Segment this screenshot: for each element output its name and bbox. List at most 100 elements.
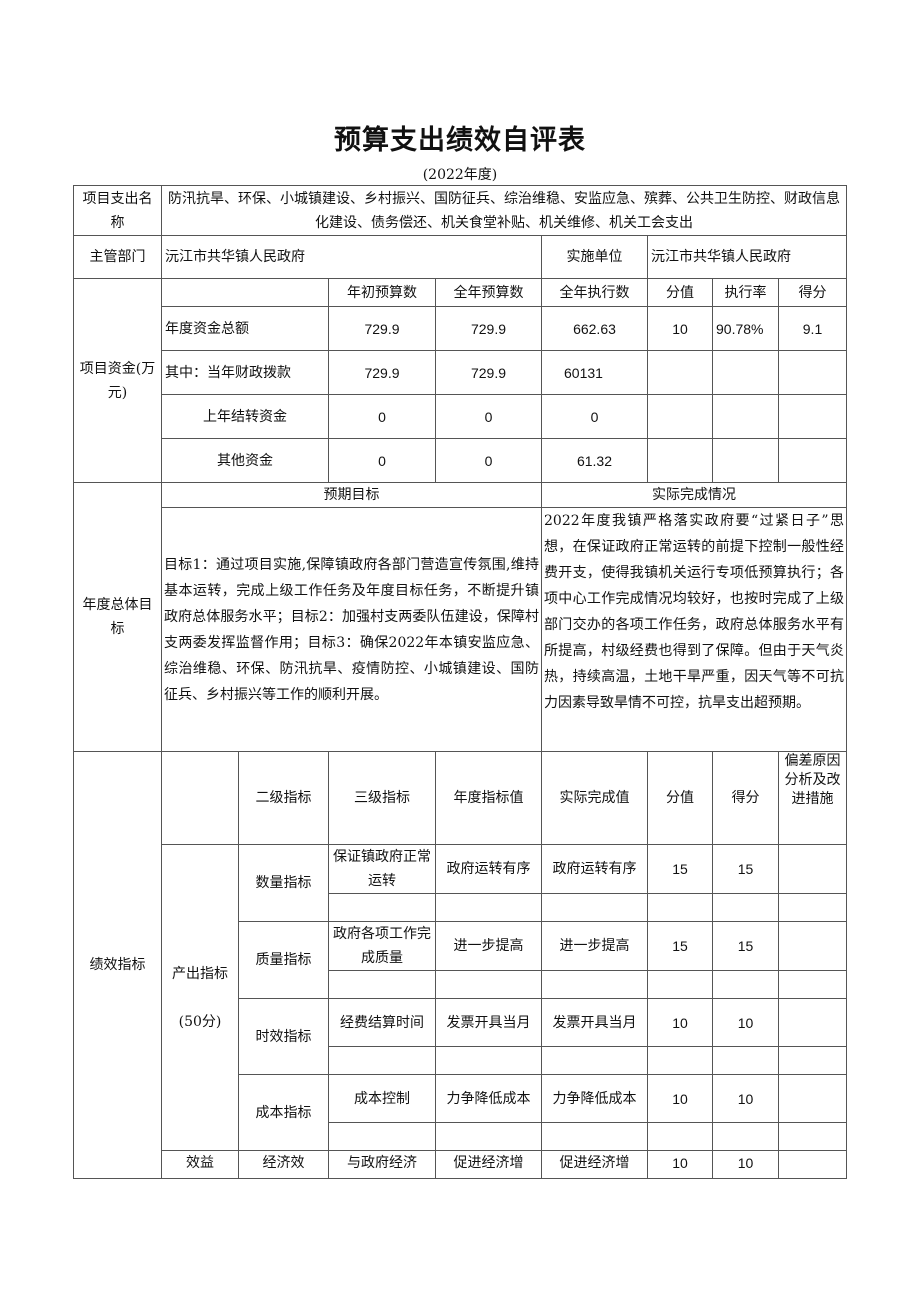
actual-cell: 力争降低成本 [541, 1074, 648, 1123]
empty-cell [328, 1046, 436, 1075]
funds-row-name: 其他资金 [161, 438, 329, 483]
expected-goal-header: 预期目标 [161, 482, 542, 508]
project-name-label: 项目支出名称 [73, 185, 162, 236]
funds-cell [712, 394, 779, 439]
funds-cell: 729.9 [328, 350, 436, 395]
empty-cell [435, 1046, 542, 1075]
deviation-cell [778, 1074, 847, 1123]
target-cell: 发票开具当月 [435, 998, 542, 1047]
level2-cell: 经济效 [238, 1150, 329, 1179]
deviation-cell [778, 921, 847, 971]
funds-cell [647, 394, 713, 439]
actual-cell: 进一步提高 [541, 921, 648, 971]
impl-value: 沅江市共华镇人民政府 [647, 235, 847, 279]
level2-cell: 成本指标 [238, 1074, 329, 1151]
funds-cell: 0 [328, 438, 436, 483]
evaluation-table: 项目支出名称 防汛抗旱、环保、小城镇建设、乡村振兴、国防征兵、综治维稳、安监应急… [73, 185, 847, 1179]
deviation-cell [778, 1150, 847, 1179]
perf-header: 得分 [712, 751, 779, 845]
funds-cell: 729.9 [435, 306, 542, 351]
project-name-value: 防汛抗旱、环保、小城镇建设、乡村振兴、国防征兵、综治维稳、安监应急、殡葬、公共卫… [161, 185, 847, 236]
goals-label: 年度总体目标 [73, 482, 162, 752]
dept-value: 沅江市共华镇人民政府 [161, 235, 542, 279]
empty-cell [712, 893, 779, 922]
funds-label: 项目资金(万元) [73, 278, 162, 483]
funds-row: 上年结转资金 0 0 0 [74, 394, 847, 439]
empty-cell [647, 893, 713, 922]
empty-cell [328, 970, 436, 999]
empty-cell [328, 893, 436, 922]
funds-cell: 0 [541, 394, 648, 439]
actual-cell: 促进经济增 [541, 1150, 648, 1179]
empty-cell [778, 1046, 847, 1075]
target-cell: 力争降低成本 [435, 1074, 542, 1123]
actual-cell: 发票开具当月 [541, 998, 648, 1047]
funds-cell: 0 [435, 438, 542, 483]
level3-cell: 与政府经济 [328, 1150, 436, 1179]
got-cell: 10 [712, 998, 779, 1047]
deviation-cell [778, 844, 847, 894]
empty-cell [647, 970, 713, 999]
funds-header: 全年预算数 [435, 278, 542, 307]
perf-header: 年度指标值 [435, 751, 542, 845]
funds-cell [778, 394, 847, 439]
funds-cell [778, 350, 847, 395]
actual-cell: 政府运转有序 [541, 844, 648, 894]
funds-cell: 0 [328, 394, 436, 439]
score-cell: 15 [647, 844, 713, 894]
score-cell: 10 [647, 1074, 713, 1123]
level2-cell: 数量指标 [238, 844, 329, 922]
funds-cell: 90.78% [712, 306, 779, 351]
empty-cell [778, 970, 847, 999]
funds-header: 执行率 [712, 278, 779, 307]
page-subtitle: (2022年度) [422, 167, 498, 183]
empty-cell [328, 1122, 436, 1151]
deviation-cell [778, 998, 847, 1047]
score-cell: 10 [647, 1150, 713, 1179]
perf-label: 绩效指标 [73, 751, 162, 1179]
funds-cell: 729.9 [435, 350, 542, 395]
funds-cell [712, 350, 779, 395]
funds-cell [647, 438, 713, 483]
actual-result-header: 实际完成情况 [541, 482, 847, 508]
page-title: 预算支出绩效自评表 [334, 125, 586, 156]
level2-cell: 质量指标 [238, 921, 329, 999]
level3-cell: 经费结算时间 [328, 998, 436, 1047]
empty-cell [712, 970, 779, 999]
empty-cell [712, 1046, 779, 1075]
score-cell: 15 [647, 921, 713, 971]
funds-cell: 0 [435, 394, 542, 439]
empty-cell [647, 1122, 713, 1151]
dept-label: 主管部门 [73, 235, 162, 279]
perf-header: 分值 [647, 751, 713, 845]
impl-label: 实施单位 [541, 235, 648, 279]
funds-cell [778, 438, 847, 483]
empty-cell [541, 893, 648, 922]
funds-cell: 662.63 [541, 306, 648, 351]
empty-cell [778, 893, 847, 922]
empty-cell [541, 1046, 648, 1075]
empty-cell [541, 970, 648, 999]
funds-cell: 10 [647, 306, 713, 351]
perf-header: 实际完成值 [541, 751, 648, 845]
funds-cell: 9.1 [778, 306, 847, 351]
funds-cell: 60131 [541, 350, 648, 395]
perf-header: 二级指标 [238, 751, 329, 845]
level3-cell: 成本控制 [328, 1074, 436, 1123]
perf-header: 偏差原因分析及改进措施 [778, 751, 847, 845]
got-cell: 10 [712, 1074, 779, 1123]
funds-header: 分值 [647, 278, 713, 307]
expected-goal-text: 目标1：通过项目实施,保障镇政府各部门营造宣传氛围,维持基本运转，完成上级工作任… [161, 507, 542, 752]
funds-corner [161, 278, 329, 307]
level3-cell: 政府各项工作完成质量 [328, 921, 436, 971]
empty-cell [435, 970, 542, 999]
funds-row-name: 年度资金总额 [161, 306, 329, 351]
target-cell: 进一步提高 [435, 921, 542, 971]
empty-cell [647, 1046, 713, 1075]
got-cell: 15 [712, 921, 779, 971]
target-cell: 促进经济增 [435, 1150, 542, 1179]
target-cell: 政府运转有序 [435, 844, 542, 894]
benefit-label: 效益 [161, 1150, 239, 1179]
funds-cell [647, 350, 713, 395]
perf-header: 三级指标 [328, 751, 436, 845]
